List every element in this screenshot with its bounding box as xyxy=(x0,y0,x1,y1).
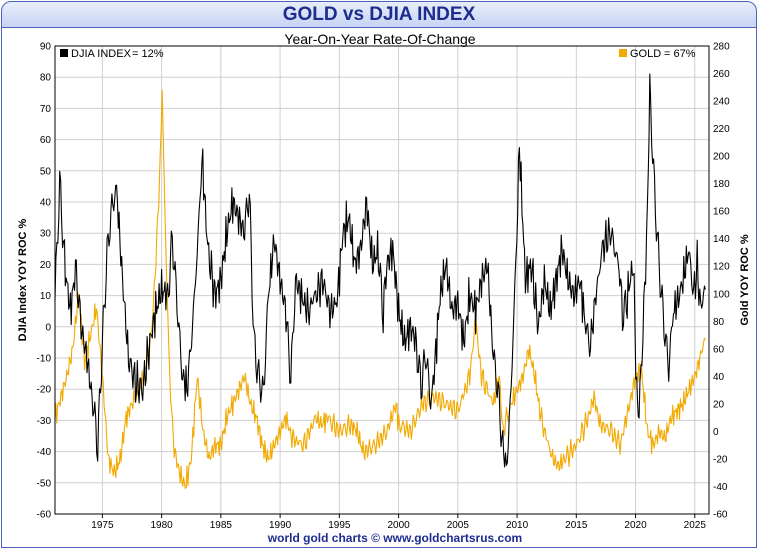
x-tick-2015: 2015 xyxy=(565,520,588,531)
chart-frame xyxy=(1,28,757,548)
y-tick-left--50: -50 xyxy=(37,478,52,489)
y-tick-right-280: 280 xyxy=(713,42,730,53)
legend-value-gold: = 67% xyxy=(664,48,696,60)
y-tick-left-10: 10 xyxy=(40,291,52,302)
y-tick-left-50: 50 xyxy=(40,166,52,177)
y-tick-left-30: 30 xyxy=(40,229,52,240)
y-axis-label-right: Gold YOY ROC % xyxy=(739,234,751,325)
x-tick-1975: 1975 xyxy=(91,520,114,531)
y-tick-left-60: 60 xyxy=(40,135,52,146)
y-tick-left--40: -40 xyxy=(37,447,52,458)
legend-label-gold: GOLD xyxy=(630,48,661,60)
y-tick-right-100: 100 xyxy=(713,289,730,300)
y-tick-left-90: 90 xyxy=(40,42,52,53)
series-line-djia xyxy=(54,73,706,468)
y-tick-left--30: -30 xyxy=(37,416,52,427)
y-tick-right-0: 0 xyxy=(713,427,719,438)
legend-value-djia: = 12% xyxy=(132,48,164,60)
x-tick-2010: 2010 xyxy=(506,520,529,531)
y-tick-right-180: 180 xyxy=(713,179,730,190)
x-tick-2000: 2000 xyxy=(387,520,410,531)
y-tick-right-140: 140 xyxy=(713,234,730,245)
chart-footer: world gold charts © www.goldchartsrus.co… xyxy=(267,531,522,545)
y-tick-right-240: 240 xyxy=(713,97,730,108)
x-tick-1990: 1990 xyxy=(269,520,292,531)
x-tick-2005: 2005 xyxy=(447,520,470,531)
y-tick-right--20: -20 xyxy=(713,454,728,465)
x-tick-2020: 2020 xyxy=(624,520,647,531)
y-tick-left-40: 40 xyxy=(40,198,52,209)
y-tick-right-160: 160 xyxy=(713,207,730,218)
y-tick-right-200: 200 xyxy=(713,152,730,163)
chart-title-bar: GOLD vs DJIA INDEX xyxy=(1,1,757,28)
y-tick-left-20: 20 xyxy=(40,260,52,271)
y-axis-label-left: DJIA Index YOY ROC % xyxy=(17,218,29,341)
series-line-gold xyxy=(54,89,706,489)
legend-gold: GOLD = 67% xyxy=(619,48,696,60)
y-tick-right-80: 80 xyxy=(713,317,725,328)
x-tick-1980: 1980 xyxy=(151,520,174,531)
y-tick-left--60: -60 xyxy=(37,510,52,521)
legend-label-djia: DJIA INDEX xyxy=(71,48,132,60)
y-tick-left--10: -10 xyxy=(37,354,52,365)
legend-swatch-djia xyxy=(60,49,68,57)
x-tick-2025: 2025 xyxy=(684,520,707,531)
y-tick-left--20: -20 xyxy=(37,385,52,396)
legend-djia: DJIA INDEX = 12% xyxy=(60,48,164,60)
legend-swatch-gold xyxy=(619,49,627,57)
y-tick-left-80: 80 xyxy=(40,73,52,84)
x-tick-1995: 1995 xyxy=(328,520,351,531)
y-tick-right-20: 20 xyxy=(713,399,725,410)
chart-title: GOLD vs DJIA INDEX xyxy=(282,4,476,25)
y-tick-right-220: 220 xyxy=(713,124,730,135)
y-tick-right--40: -40 xyxy=(713,482,728,493)
chart-subtitle: Year-On-Year Rate-Of-Change xyxy=(284,31,475,47)
y-tick-right-120: 120 xyxy=(713,262,730,273)
y-tick-right-260: 260 xyxy=(713,69,730,80)
y-tick-right-40: 40 xyxy=(713,372,725,383)
y-tick-left-70: 70 xyxy=(40,104,52,115)
plot-area-border xyxy=(54,45,710,515)
tick-labels: 9080706050403020100-10-20-30-40-50-60280… xyxy=(37,42,731,532)
x-tick-1985: 1985 xyxy=(210,520,233,531)
y-tick-left-0: 0 xyxy=(45,322,51,333)
y-tick-right--60: -60 xyxy=(713,510,728,521)
y-tick-right-60: 60 xyxy=(713,344,725,355)
series-lines xyxy=(54,73,706,489)
